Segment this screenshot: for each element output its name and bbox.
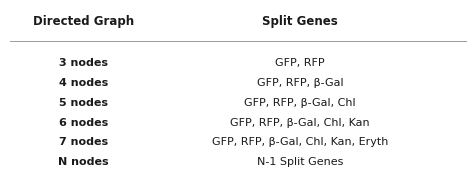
Text: N-1 Split Genes: N-1 Split Genes (257, 157, 343, 167)
Text: 4 nodes: 4 nodes (59, 78, 108, 88)
Text: N nodes: N nodes (58, 157, 109, 167)
Text: 3 nodes: 3 nodes (59, 59, 108, 68)
Text: GFP, RFP, β-Gal, Chl: GFP, RFP, β-Gal, Chl (244, 98, 356, 108)
Text: Split Genes: Split Genes (262, 15, 338, 28)
Text: GFP, RFP, β-Gal, Chl, Kan, Eryth: GFP, RFP, β-Gal, Chl, Kan, Eryth (212, 137, 388, 147)
Text: GFP, RFP: GFP, RFP (275, 59, 325, 68)
Text: Directed Graph: Directed Graph (33, 15, 134, 28)
Text: 6 nodes: 6 nodes (59, 118, 108, 128)
Text: 5 nodes: 5 nodes (59, 98, 108, 108)
Text: GFP, RFP, β-Gal, Chl, Kan: GFP, RFP, β-Gal, Chl, Kan (230, 118, 370, 128)
Text: GFP, RFP, β-Gal: GFP, RFP, β-Gal (257, 78, 343, 88)
Text: 7 nodes: 7 nodes (59, 137, 108, 147)
